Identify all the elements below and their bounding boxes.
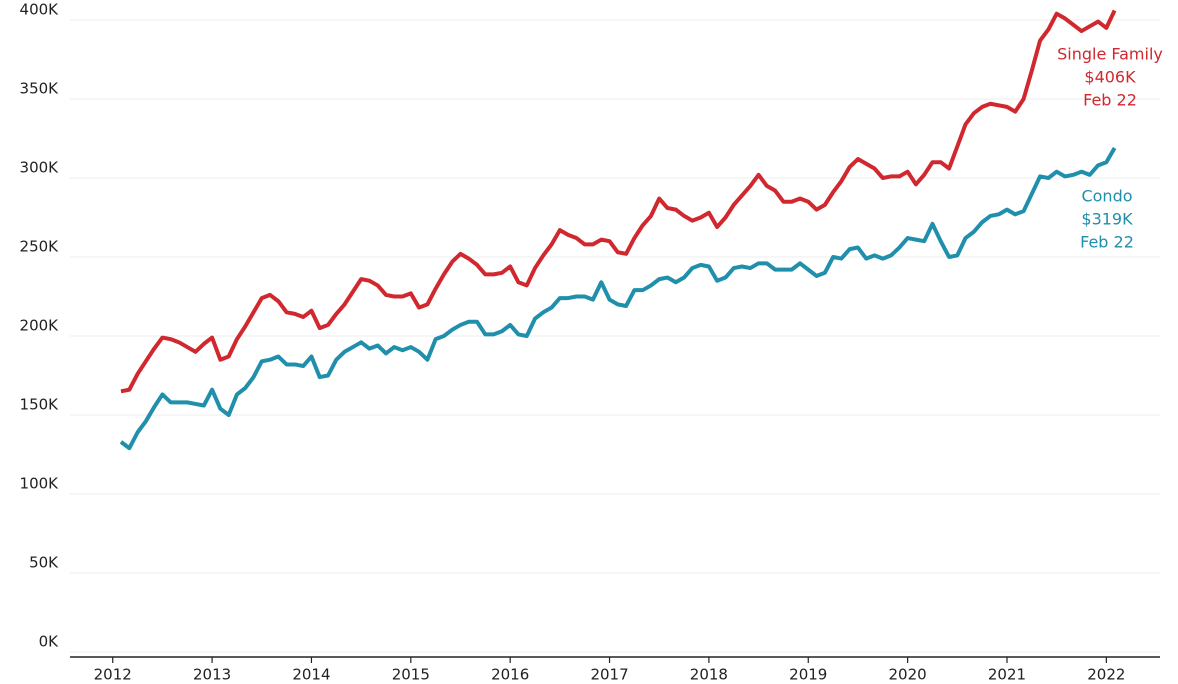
x-tick-label: 2016 — [491, 666, 529, 684]
series-line — [120, 9, 1117, 394]
x-tick-label: 2022 — [1087, 666, 1125, 684]
series-annotation: Feb 22 — [1083, 91, 1137, 110]
x-tick-label: 2013 — [193, 666, 231, 684]
y-tick-label: 50K — [29, 554, 59, 572]
x-tick-label: 2021 — [988, 666, 1026, 684]
series-annotation: $406K — [1084, 68, 1136, 87]
series-line — [119, 146, 1117, 451]
y-tick-label: 150K — [20, 396, 60, 414]
x-tick-label: 2015 — [392, 666, 430, 684]
x-tick-label: 2019 — [789, 666, 827, 684]
x-tick-label: 2017 — [590, 666, 628, 684]
x-tick-label: 2020 — [889, 666, 927, 684]
series-annotation: $319K — [1081, 210, 1133, 229]
y-tick-label: 250K — [20, 238, 60, 256]
series-annotation: Single Family — [1057, 45, 1163, 64]
y-tick-label: 100K — [20, 475, 60, 493]
y-tick-label: 400K — [20, 1, 60, 19]
series-annotation: Condo — [1081, 187, 1132, 206]
y-tick-label: 200K — [20, 317, 60, 335]
x-tick-label: 2018 — [690, 666, 728, 684]
x-tick-label: 2014 — [292, 666, 330, 684]
series-annotation: Feb 22 — [1080, 233, 1134, 252]
y-tick-label: 350K — [20, 80, 60, 98]
x-tick-label: 2012 — [94, 666, 132, 684]
y-tick-label: 0K — [39, 633, 60, 651]
y-tick-label: 300K — [20, 159, 60, 177]
